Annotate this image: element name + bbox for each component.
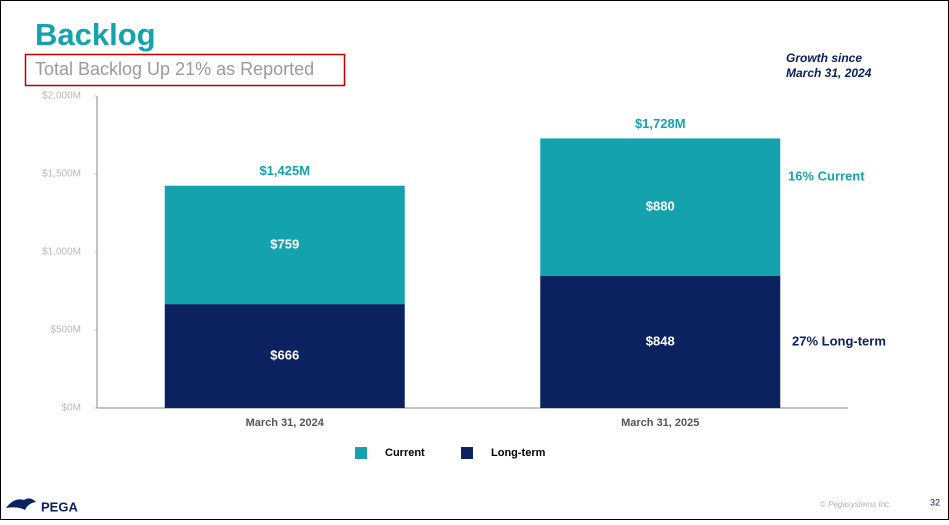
legend-label: Current (385, 447, 425, 459)
growth-label: 16% Current (788, 168, 865, 183)
legend-swatch (355, 447, 367, 459)
x-tick-label: March 31, 2024 (246, 417, 325, 429)
growth-label: 27% Long-term (792, 333, 886, 348)
y-tick-label: $2,000M (42, 91, 81, 102)
legend-label: Long-term (491, 447, 546, 459)
value-label: $848 (646, 333, 675, 348)
bar-segment (540, 275, 781, 408)
value-label: $880 (646, 199, 675, 214)
page-number: 32 (930, 497, 940, 507)
value-label: $666 (270, 347, 299, 362)
value-label: $759 (270, 236, 299, 251)
bar-segment (164, 185, 405, 305)
subtitle-box (24, 53, 346, 87)
x-tick-label: March 31, 2025 (621, 417, 699, 429)
y-tick-label: $500M (50, 325, 81, 336)
copyright: © Pegasystems Inc. (820, 500, 891, 509)
growth-heading: March 31, 2024 (786, 66, 872, 80)
growth-heading: Growth since (786, 51, 862, 65)
brand: PEGA (41, 499, 78, 514)
logo-mark (6, 498, 36, 510)
legend-swatch (461, 447, 473, 459)
y-tick-label: $0M (62, 403, 81, 414)
total-label: $1,728M (635, 116, 686, 131)
bar-segment (164, 304, 405, 408)
title: Backlog (35, 17, 156, 52)
total-label: $1,425M (259, 163, 310, 178)
bar-segment (540, 138, 781, 276)
subtitle: Total Backlog Up 21% as Reported (35, 59, 314, 79)
y-tick-label: $1,500M (42, 169, 81, 180)
y-tick-label: $1,000M (42, 247, 81, 258)
